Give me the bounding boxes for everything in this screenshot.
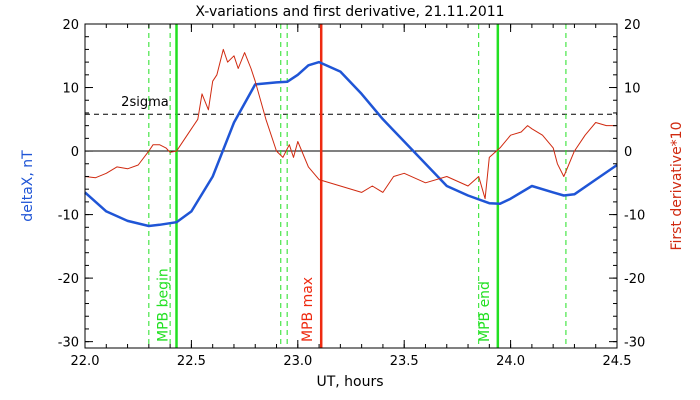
x-tick-label-2: 23.0 xyxy=(283,354,312,369)
chart-title: X-variations and first derivative, 21.11… xyxy=(195,4,504,20)
event-label-2: MPB begin xyxy=(156,268,172,342)
threshold-label: 2sigma xyxy=(121,95,169,110)
y-tick-label-right-5: -30 xyxy=(624,336,645,351)
y-tick-label-right-0: 20 xyxy=(624,18,641,33)
y-tick-label-left-4: -20 xyxy=(58,272,79,287)
x-tick-label-3: 23.5 xyxy=(390,354,419,369)
y-tick-label-right-3: -10 xyxy=(624,209,645,224)
plot-area: 2sigma MPB begin MPB max MPB end xyxy=(84,24,618,348)
y-tick-label-left-2: 0 xyxy=(71,145,79,160)
y-tick-label-right-2: 0 xyxy=(624,145,632,160)
axes: 22.0 22.5 23.0 23.5 24.0 24.5 20 20 10 10 0 0 -10 -10… xyxy=(58,18,645,369)
y-axis-left-label: deltaX, nT xyxy=(20,150,36,222)
x-tick-label-1: 22.5 xyxy=(177,354,206,369)
y-tick-label-left-1: 10 xyxy=(62,82,79,97)
x-axis-label: UT, hours xyxy=(316,374,383,390)
series-line-1 xyxy=(84,48,617,200)
x-tick-label-5: 24.5 xyxy=(603,354,632,369)
y-tick-label-left-3: -10 xyxy=(58,209,79,224)
y-tick-label-left-0: 20 xyxy=(62,18,79,33)
event-label-5: MPB max xyxy=(300,277,316,342)
x-tick-label-4: 24.0 xyxy=(496,354,525,369)
plot-frame xyxy=(84,23,618,349)
y-tick-label-right-1: 10 xyxy=(624,82,641,97)
x-tick-label-0: 22.0 xyxy=(71,354,100,369)
series-line-0 xyxy=(84,60,618,228)
y-tick-label-right-4: -20 xyxy=(624,272,645,287)
event-label-7: MPB end xyxy=(477,281,493,342)
y-tick-label-left-5: -30 xyxy=(58,336,79,351)
y-axis-right-label: First derivative*10 xyxy=(669,121,685,250)
